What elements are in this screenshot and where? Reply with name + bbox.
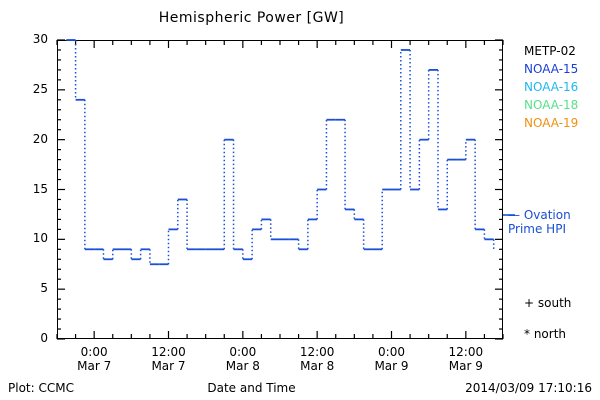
y-axis-tick-label: 30 — [32, 32, 48, 46]
y-axis-tick-label: 20 — [32, 131, 48, 146]
x-axis-tick-label: 12:00 Mar 9 — [431, 345, 501, 373]
y-axis-tick-label: 5 — [40, 281, 48, 296]
ovation-prime-hpi-series — [66, 39, 495, 266]
x-tick-date: Mar 9 — [374, 359, 409, 373]
x-axis-tick-label: 0:00 Mar 8 — [208, 345, 278, 373]
x-tick-date: Mar 8 — [300, 359, 335, 373]
x-tick-time: 0:00 — [80, 345, 108, 359]
legend-ovation-prime-hpi: — Ovation Prime HPI — [508, 208, 571, 236]
plot-credit: Plot: CCMC — [8, 381, 74, 395]
x-axis-title: Date and Time — [207, 381, 296, 395]
x-tick-time: 12:00 — [151, 345, 186, 359]
legend-ovation-line1: — Ovation — [508, 208, 571, 222]
legend-entry-noaa-16: NOAA-16 — [524, 80, 579, 94]
legend-ovation-line2: Prime HPI — [508, 222, 566, 236]
legend-north-marker: * north — [524, 327, 567, 341]
x-tick-date: Mar 7 — [77, 359, 112, 373]
y-axis-tick-label: 15 — [32, 181, 48, 196]
legend-entry-noaa-18: NOAA-18 — [524, 98, 579, 112]
x-tick-time: 0:00 — [229, 345, 257, 359]
x-tick-time: 12:00 — [448, 345, 484, 359]
x-tick-time: 12:00 — [299, 345, 335, 359]
x-tick-date: Mar 8 — [225, 359, 260, 373]
plot-timestamp: 2014/03/09 17:10:16 — [465, 381, 592, 395]
page-title: Hemispheric Power [GW] — [158, 10, 345, 26]
x-axis-tick-label: 0:00 Mar 9 — [357, 345, 427, 373]
legend-south-marker: + south — [524, 296, 572, 310]
y-axis-tick-label: 25 — [32, 81, 48, 96]
x-tick-date: Mar 9 — [448, 359, 483, 373]
x-axis-tick-label: 12:00 Mar 7 — [134, 345, 204, 373]
x-tick-date: Mar 7 — [151, 359, 186, 373]
y-axis-tick-label: 0 — [40, 331, 48, 345]
x-axis-tick-label: 12:00 Mar 8 — [282, 345, 352, 373]
y-axis-tick-label: 10 — [32, 231, 48, 246]
legend-entry-noaa-15: NOAA-15 — [524, 62, 579, 76]
legend-entry-noaa-19: NOAA-19 — [524, 116, 579, 130]
x-axis-tick-label: 0:00 Mar 7 — [59, 345, 129, 373]
x-tick-time: 0:00 — [378, 345, 405, 359]
y-axis-ticks — [57, 39, 503, 340]
satellite-legend: METP-02 NOAA-15 NOAA-16 NOAA-18 NOAA-19 — [524, 42, 578, 132]
x-axis-ticks — [56, 40, 504, 339]
legend-entry-metp-02: METP-02 — [524, 44, 576, 58]
